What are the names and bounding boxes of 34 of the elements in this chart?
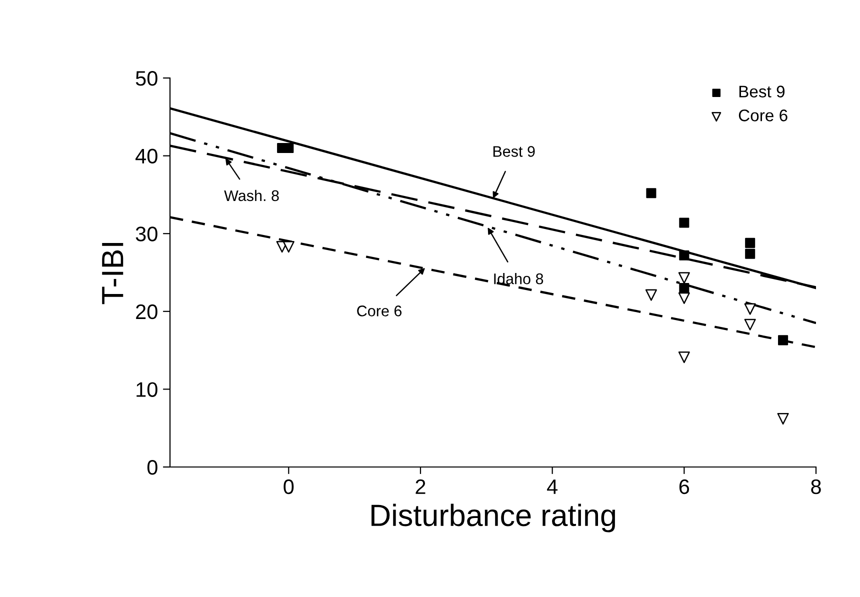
point	[678, 352, 690, 364]
point	[679, 250, 690, 260]
x-tick-label: 4	[547, 480, 558, 494]
legend-label: Best 9	[739, 86, 785, 98]
point	[778, 335, 788, 346]
annotation: Core 6	[357, 306, 402, 316]
point	[646, 188, 656, 198]
annotation: Best 9	[493, 146, 535, 157]
x-tick-label: 2	[416, 479, 426, 494]
y-tick-label: 0	[147, 460, 158, 475]
y-tick-label: 50	[136, 71, 158, 86]
point	[679, 283, 690, 294]
x-tick-label: 0	[284, 479, 294, 494]
annotation: Wash. 8	[224, 190, 279, 202]
point	[645, 289, 657, 301]
point	[678, 292, 690, 304]
y-tick-label: 30	[136, 226, 158, 242]
y-tick-label: 20	[136, 304, 158, 320]
point	[744, 303, 756, 315]
point	[282, 241, 294, 253]
x-axis-title: Disturbance rating	[372, 504, 616, 532]
annotation: Idaho 8	[494, 273, 544, 284]
x-tick-label: 8	[811, 479, 821, 494]
y-axis-title: T-IBI	[102, 243, 124, 304]
point	[744, 318, 756, 330]
point	[678, 272, 690, 284]
y-tick-label: 10	[136, 382, 158, 397]
x-tick-label: 6	[679, 479, 690, 494]
point	[745, 238, 756, 248]
point	[679, 218, 690, 228]
point	[777, 412, 789, 425]
point	[745, 248, 756, 259]
legend-label: Core 6	[738, 110, 788, 122]
y-tick-label: 40	[136, 148, 158, 164]
